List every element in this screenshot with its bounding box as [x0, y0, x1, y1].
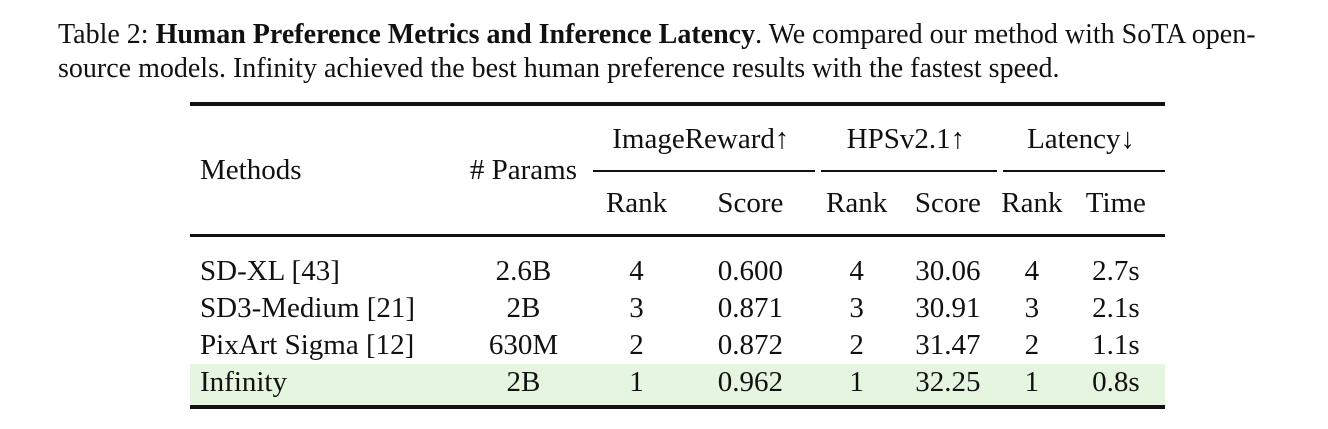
caption-title: Human Preference Metrics and Inference L…: [155, 19, 756, 50]
cell-ir-rank: 3: [629, 292, 644, 324]
table-row: PixArt Sigma [12] 630M 2 0.872 2 31.47 2…: [190, 327, 1165, 364]
cell-ir-rank: 2: [629, 329, 644, 361]
header-hps-score: Score: [914, 186, 981, 219]
cell-lat-rank: 1: [997, 364, 1067, 407]
header-row-2: Rank Score Rank Score Rank Time: [190, 172, 1165, 236]
bottomrule: [190, 405, 1165, 411]
cell-lat-time: 1.1s: [1092, 329, 1140, 361]
cell-lat-time: 2.1s: [1092, 292, 1140, 324]
table-row: SD-XL [43] 2.6B 4 0.600 4 30.06 4 2.7s: [190, 237, 1165, 290]
header-lat-time: Time: [1085, 186, 1146, 219]
cell-lat-rank: 4: [1024, 255, 1040, 287]
cell-ir-score: 0.872: [717, 329, 783, 361]
cell-params: 2B: [459, 364, 587, 407]
midrule: [190, 234, 1165, 238]
header-ir-score: Score: [717, 186, 784, 219]
cell-ir-score: 0.962: [686, 364, 815, 407]
header-methods: Methods: [190, 102, 460, 236]
cell-params: 2.6B: [495, 255, 552, 287]
header-latency-label: Latency↓: [1027, 122, 1135, 155]
header-row-1: Methods # Params ImageReward↑ HPSv2.1↑ L…: [190, 102, 1165, 236]
header-lat-rank: Rank: [1001, 186, 1063, 219]
cell-ir-rank: 1: [587, 364, 687, 407]
cell-hps-score: 31.47: [915, 329, 981, 361]
results-table: Methods # Params ImageReward↑ HPSv2.1↑ L…: [190, 102, 1165, 411]
table-row: SD3-Medium [21] 2B 3 0.871 3 30.91 3 2.1…: [190, 290, 1165, 327]
header-hps-label: HPSv2.1↑: [846, 122, 966, 155]
table-caption: Table 2: Human Preference Metrics and In…: [58, 18, 1308, 86]
cell-hps-score: 30.91: [915, 292, 981, 324]
cell-hps-score: 32.25: [898, 364, 998, 407]
header-params: # Params: [459, 102, 587, 236]
cell-ir-score: 0.871: [717, 292, 783, 324]
cell-lat-time: 2.7s: [1092, 255, 1140, 287]
cell-lat-rank: 3: [1024, 292, 1040, 324]
caption-label: Table 2:: [58, 19, 149, 50]
cell-hps-score: 30.06: [915, 255, 981, 287]
table-row-highlight: Infinity 2B 1 0.962 1 32.25 1 0.8s: [190, 364, 1165, 407]
cell-lat-time: 0.8s: [1066, 364, 1165, 407]
header-latency: Latency↓: [997, 102, 1165, 172]
cell-hps-rank: 3: [849, 292, 864, 324]
cell-hps-rank: 1: [814, 364, 899, 407]
caption-body: . We compared our method with SoTA open-…: [58, 19, 1256, 84]
cell-ir-score: 0.600: [717, 255, 783, 287]
cell-hps-rank: 4: [849, 255, 864, 287]
cell-lat-rank: 2: [1024, 329, 1040, 361]
cell-ir-rank: 4: [629, 255, 644, 287]
cell-method: SD3-Medium [21]: [200, 292, 416, 324]
cell-method: Infinity: [190, 364, 460, 407]
cell-method: PixArt Sigma [12]: [200, 329, 415, 361]
header-imagereward-label: ImageReward↑: [612, 122, 790, 155]
cell-method: SD-XL [43]: [200, 255, 340, 287]
cell-hps-rank: 2: [849, 329, 864, 361]
header-ir-rank: Rank: [605, 186, 668, 219]
header-hps: HPSv2.1↑: [814, 102, 998, 172]
cell-params: 630M: [488, 329, 559, 361]
cell-params: 2B: [506, 292, 541, 324]
header-hps-rank: Rank: [826, 186, 888, 219]
header-imagereward: ImageReward↑: [587, 102, 815, 172]
